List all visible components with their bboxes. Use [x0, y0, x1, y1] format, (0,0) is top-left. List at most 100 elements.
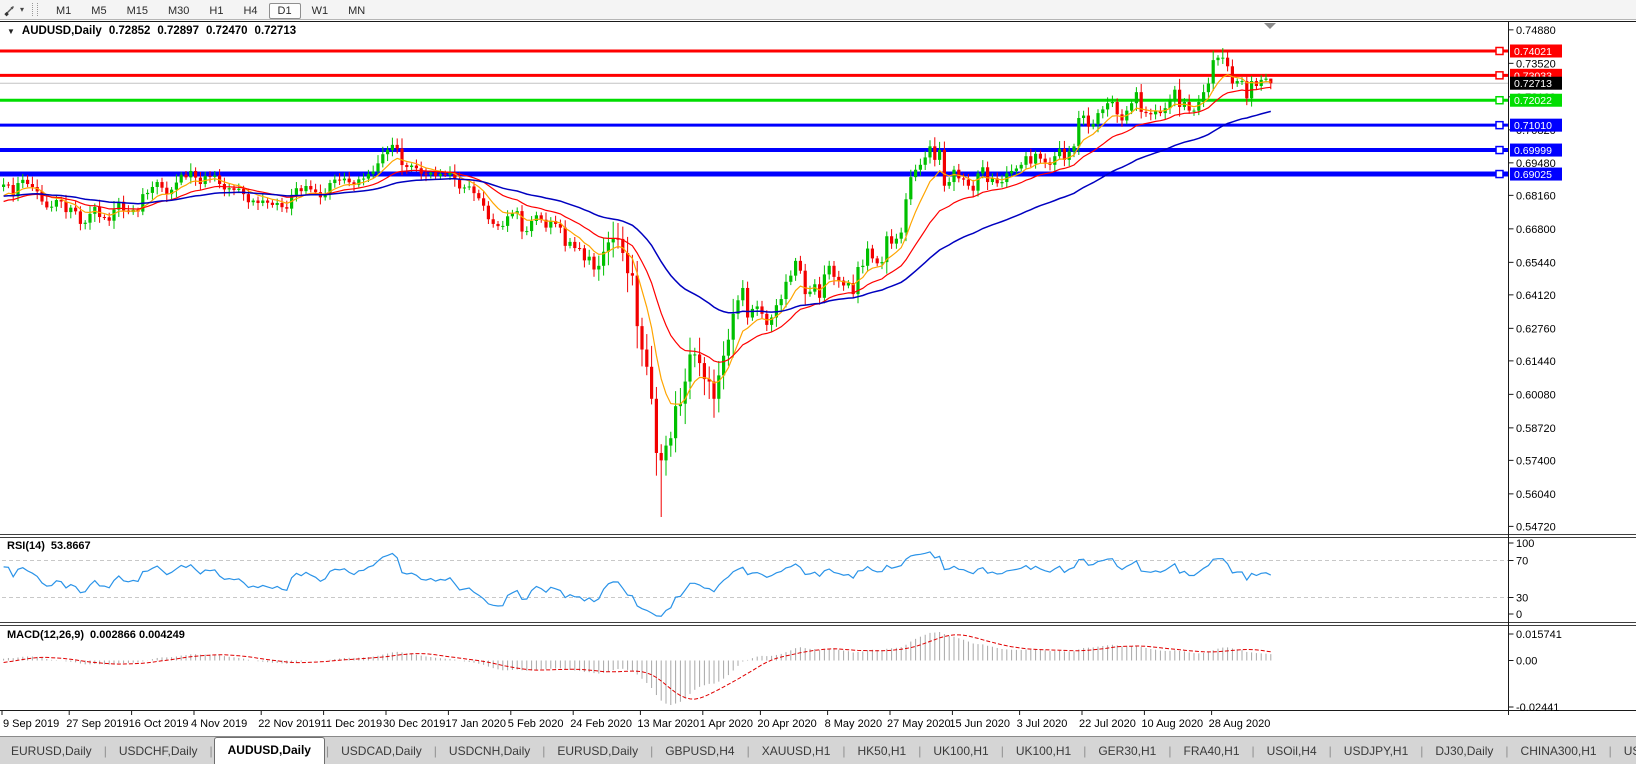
candle [1154, 104, 1158, 120]
tab-separator: | [1168, 744, 1172, 758]
chart-tab-GBPUSD-H4[interactable]: GBPUSD,H4 [665, 744, 735, 758]
candle [342, 172, 346, 184]
rsi-name: RSI(14) [7, 540, 45, 552]
timeframe-button-H1[interactable]: H1 [209, 4, 224, 17]
hline-price-label [1510, 167, 1562, 181]
hline-handle[interactable] [1495, 145, 1504, 155]
candle [928, 140, 932, 164]
candle [573, 237, 577, 252]
chart-tab-UK100-H1[interactable]: UK100,H1 [1015, 744, 1072, 758]
candle [30, 176, 34, 191]
candle [602, 238, 606, 276]
candle [659, 444, 663, 518]
candle [434, 166, 438, 181]
chart-tab-USDCHF-Daily[interactable]: USDCHF,Daily [118, 744, 198, 758]
chart-tab-DJ30-Daily[interactable]: DJ30,Daily [1435, 744, 1494, 758]
hline-price-label [1510, 44, 1562, 58]
candle [606, 231, 610, 266]
chart-tab-USDCAD-Daily[interactable]: USDCAD,Daily [341, 744, 422, 758]
candle [1086, 107, 1090, 134]
chart-tab-USDJPY-H1[interactable]: USDJPY,H1 [1343, 744, 1409, 758]
candle [971, 179, 975, 198]
candle [990, 173, 994, 185]
svg-text:0.54720: 0.54720 [1516, 521, 1556, 533]
rsi-panel [2, 551, 1508, 617]
tab-separator: | [1083, 744, 1087, 758]
candle [525, 226, 529, 236]
candle [846, 280, 850, 289]
candle [986, 161, 990, 191]
candle [1014, 165, 1018, 176]
date-axis[interactable]: 9 Sep 2019 27 Sep 2019 16 Oct 2019 4 Nov 20… [1, 710, 1270, 731]
chart-tab-GER30-H1[interactable]: GER30,H1 [1098, 744, 1157, 758]
chart-tab-UK100-H1[interactable]: UK100,H1 [933, 744, 989, 758]
chart-tab-FRA40-H1[interactable]: FRA40,H1 [1183, 744, 1240, 758]
candle [146, 189, 150, 200]
candle [702, 357, 706, 396]
candle [712, 369, 716, 418]
candle [1000, 175, 1004, 188]
chart-tab-EURUSD-Daily[interactable]: EURUSD,Daily [557, 744, 639, 758]
timeframe-button-M5[interactable]: M5 [91, 4, 107, 17]
toolbar-grip[interactable] [32, 3, 39, 16]
svg-text:0.61440: 0.61440 [1516, 356, 1556, 368]
timeframe-button-D1[interactable]: D1 [268, 2, 301, 19]
candle [16, 176, 20, 202]
chart-tab-CHINA300-H1[interactable]: CHINA300,H1 [1520, 744, 1597, 758]
timeframe-button-M1[interactable]: M1 [56, 4, 72, 17]
candle [338, 173, 342, 186]
hline-handle[interactable] [1495, 71, 1504, 80]
hline-handle[interactable] [1495, 46, 1504, 56]
chart-tab-HK50-H1[interactable]: HK50,H1 [857, 744, 907, 758]
chart-tab-USDCNH-Daily[interactable]: USDCNH,Daily [448, 744, 531, 758]
chart-tab-AUDUSD-Daily[interactable]: AUDUSD,Daily [213, 737, 325, 764]
candle [1106, 97, 1110, 117]
timeframe-button-M30[interactable]: M30 [167, 4, 190, 17]
chart-tab-USOil-H1[interactable]: USOil,H1 [1623, 744, 1636, 758]
candle [880, 256, 884, 270]
tab-separator: | [1251, 744, 1255, 758]
drawing-tool-icon[interactable] [3, 3, 17, 17]
tab-separator: | [1420, 744, 1424, 758]
candle [453, 164, 457, 187]
chart-menu-icon[interactable]: ▼ [7, 26, 15, 36]
hline-handle[interactable] [1495, 95, 1504, 105]
candle [549, 217, 553, 235]
tool-dropdown-caret-icon[interactable]: ▾ [20, 5, 25, 14]
timeframe-button-MN[interactable]: MN [348, 4, 366, 17]
svg-text:0.58720: 0.58720 [1516, 423, 1556, 435]
candle [237, 183, 241, 194]
tab-separator: | [1505, 744, 1509, 758]
candle [1264, 73, 1268, 83]
timeframe-button-W1[interactable]: W1 [311, 4, 329, 17]
timeframe-toolbar: ▾ M1 M5 M15 M30 H1 H4 D1 W1 MN [0, 0, 1636, 19]
macd-value: 0.002866 0.004249 [90, 629, 185, 641]
candle [88, 206, 92, 230]
candle [405, 162, 409, 174]
chart-tab-EURUSD-Daily[interactable]: EURUSD,Daily [11, 744, 92, 758]
candle [942, 141, 946, 192]
panel-borders [0, 19, 1636, 715]
candle [208, 171, 212, 183]
candle [371, 165, 375, 178]
candle [741, 280, 745, 307]
candle [587, 249, 591, 265]
candle [918, 158, 922, 176]
candle [304, 179, 308, 195]
chart-tab-USOil-H4[interactable]: USOil,H4 [1266, 744, 1317, 758]
scroll-position-marker-icon[interactable] [1264, 23, 1276, 29]
candle [1029, 148, 1033, 168]
timeframe-button-H4[interactable]: H4 [243, 4, 258, 17]
svg-text:30: 30 [1516, 593, 1528, 605]
hline-handle[interactable] [1495, 120, 1504, 130]
hline-handle[interactable] [1495, 169, 1504, 179]
chart-tab-XAUUSD-H1[interactable]: XAUUSD,H1 [761, 744, 831, 758]
timeframe-button-M15[interactable]: M15 [126, 4, 148, 17]
svg-text:22 Jul 2020: 22 Jul 2020 [1079, 718, 1136, 730]
candle [400, 138, 404, 176]
candle [866, 241, 870, 272]
indicator-axes[interactable]: 100 70 30 0 0.015741 0.00 -0.02441 [1508, 538, 1562, 714]
candle [477, 189, 481, 201]
price-axis[interactable]: 0.748800.735200.721600.708200.694800.681… [1495, 25, 1562, 534]
